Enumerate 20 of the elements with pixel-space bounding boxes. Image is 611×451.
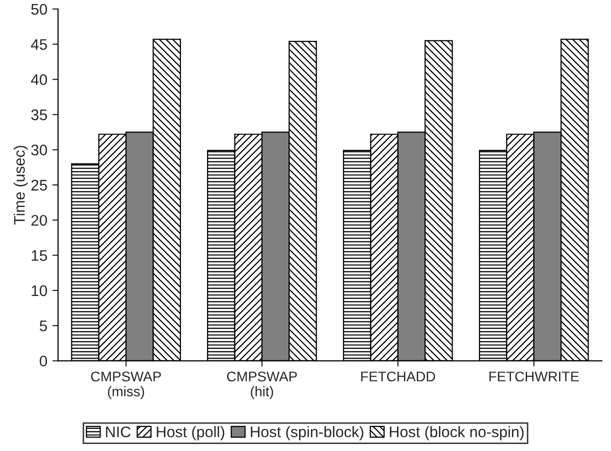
y-tick-label: 30 — [31, 144, 48, 156]
y-tick-label: 5 — [40, 320, 47, 332]
y-tick-label: 25 — [31, 180, 47, 191]
y-tick-label: 20 — [31, 214, 48, 226]
y-tick-label: 45 — [30, 39, 47, 50]
x-tick-label: CMPSWAP (miss) — [91, 372, 161, 400]
x-tick-label: FETCHADD — [361, 372, 436, 382]
y-axis-title: Time (usec) — [14, 146, 28, 225]
y-tick-label: 35 — [31, 109, 47, 120]
y-tick-label: 10 — [32, 285, 48, 296]
legend-label: Host (block no-spin) — [390, 426, 524, 440]
x-tick-label: CMPSWAP (hit) — [227, 372, 297, 400]
y-tick-label: 15 — [32, 250, 47, 261]
legend-label: Host (spin-block) — [250, 426, 364, 440]
y-tick-label: 50 — [31, 4, 48, 15]
x-tick-label: FETCHWRITE — [489, 372, 579, 382]
y-tick-label: 0 — [40, 356, 48, 366]
y-tick-label: 40 — [30, 74, 48, 86]
legend-label: Host (poll) — [156, 426, 224, 440]
legend-label: NIC — [106, 426, 131, 438]
